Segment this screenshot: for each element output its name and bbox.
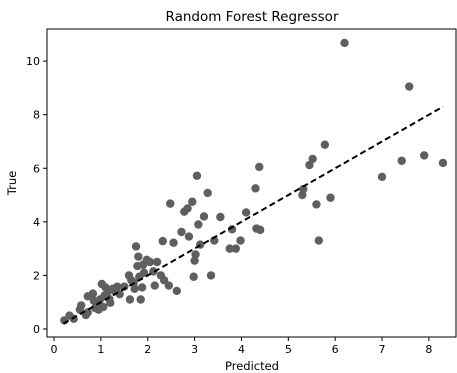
data-point bbox=[134, 252, 143, 261]
x-tick-label: 3 bbox=[191, 343, 198, 356]
data-point bbox=[231, 244, 241, 253]
data-point bbox=[251, 184, 260, 193]
data-point bbox=[130, 284, 139, 293]
y-axis-label: True bbox=[5, 171, 19, 196]
data-point bbox=[99, 302, 108, 312]
y-tick-label: 10 bbox=[26, 55, 40, 68]
data-point bbox=[216, 212, 225, 222]
data-point bbox=[438, 158, 448, 168]
x-tick-label: 6 bbox=[332, 343, 339, 356]
data-point bbox=[137, 283, 147, 292]
data-point bbox=[164, 281, 174, 290]
data-point bbox=[150, 281, 159, 290]
data-point bbox=[405, 82, 414, 91]
data-point bbox=[188, 197, 197, 206]
x-tick-label: 1 bbox=[97, 343, 104, 356]
data-point bbox=[139, 268, 149, 277]
data-point bbox=[194, 220, 203, 229]
data-point bbox=[83, 308, 92, 317]
data-point bbox=[190, 256, 199, 265]
x-tick-label: 0 bbox=[51, 343, 58, 356]
data-point bbox=[158, 236, 167, 246]
data-point bbox=[152, 257, 162, 267]
reference-line bbox=[62, 105, 444, 325]
y-tick-label: 8 bbox=[33, 109, 40, 122]
data-point bbox=[340, 38, 349, 48]
x-axis-label: Predicted bbox=[225, 359, 279, 373]
data-point bbox=[320, 140, 330, 149]
data-point bbox=[256, 225, 265, 235]
data-point bbox=[149, 267, 158, 276]
data-point bbox=[183, 204, 192, 213]
data-point bbox=[169, 238, 178, 247]
data-point bbox=[77, 301, 86, 310]
data-point bbox=[125, 295, 135, 304]
data-point bbox=[314, 236, 323, 245]
data-point bbox=[199, 212, 209, 221]
data-point bbox=[145, 257, 155, 267]
data-point bbox=[312, 200, 321, 209]
data-point bbox=[192, 171, 202, 180]
data-point bbox=[113, 282, 122, 291]
data-point bbox=[225, 244, 234, 253]
data-point bbox=[326, 193, 335, 202]
axes-frame bbox=[46, 28, 457, 338]
data-point bbox=[136, 295, 145, 304]
data-point bbox=[255, 162, 264, 172]
data-point bbox=[420, 151, 429, 160]
data-point bbox=[203, 188, 212, 198]
data-point bbox=[172, 286, 181, 296]
data-point bbox=[131, 242, 141, 251]
data-point bbox=[377, 172, 387, 182]
data-point bbox=[241, 208, 251, 217]
y-tick-label: 6 bbox=[33, 162, 40, 175]
data-point bbox=[166, 199, 175, 208]
data-point bbox=[106, 298, 115, 307]
data-point bbox=[120, 282, 129, 291]
plot-area: 0 1 2 3 4 5 6 7 8 0 2 4 6 8 10 bbox=[26, 28, 457, 356]
data-point bbox=[236, 236, 245, 245]
x-tick-label: 2 bbox=[144, 343, 151, 356]
data-point bbox=[397, 156, 406, 165]
data-point bbox=[227, 225, 237, 234]
x-tick-label: 7 bbox=[379, 343, 386, 356]
data-point bbox=[88, 289, 98, 298]
data-point bbox=[299, 184, 308, 194]
chart-title: Random Forest Regressor bbox=[166, 9, 339, 25]
x-tick-label: 8 bbox=[425, 343, 432, 356]
data-point bbox=[191, 250, 200, 259]
data-point bbox=[206, 271, 216, 280]
x-tick-label: 4 bbox=[238, 343, 245, 356]
x-tick-label: 5 bbox=[285, 343, 292, 356]
y-tick-label: 0 bbox=[33, 323, 40, 336]
data-point bbox=[308, 154, 317, 164]
data-point bbox=[305, 160, 314, 170]
data-point bbox=[189, 272, 198, 281]
data-point bbox=[177, 227, 186, 237]
y-tick-label: 4 bbox=[33, 216, 40, 229]
y-tick-label: 2 bbox=[33, 269, 40, 282]
data-point bbox=[184, 232, 194, 241]
